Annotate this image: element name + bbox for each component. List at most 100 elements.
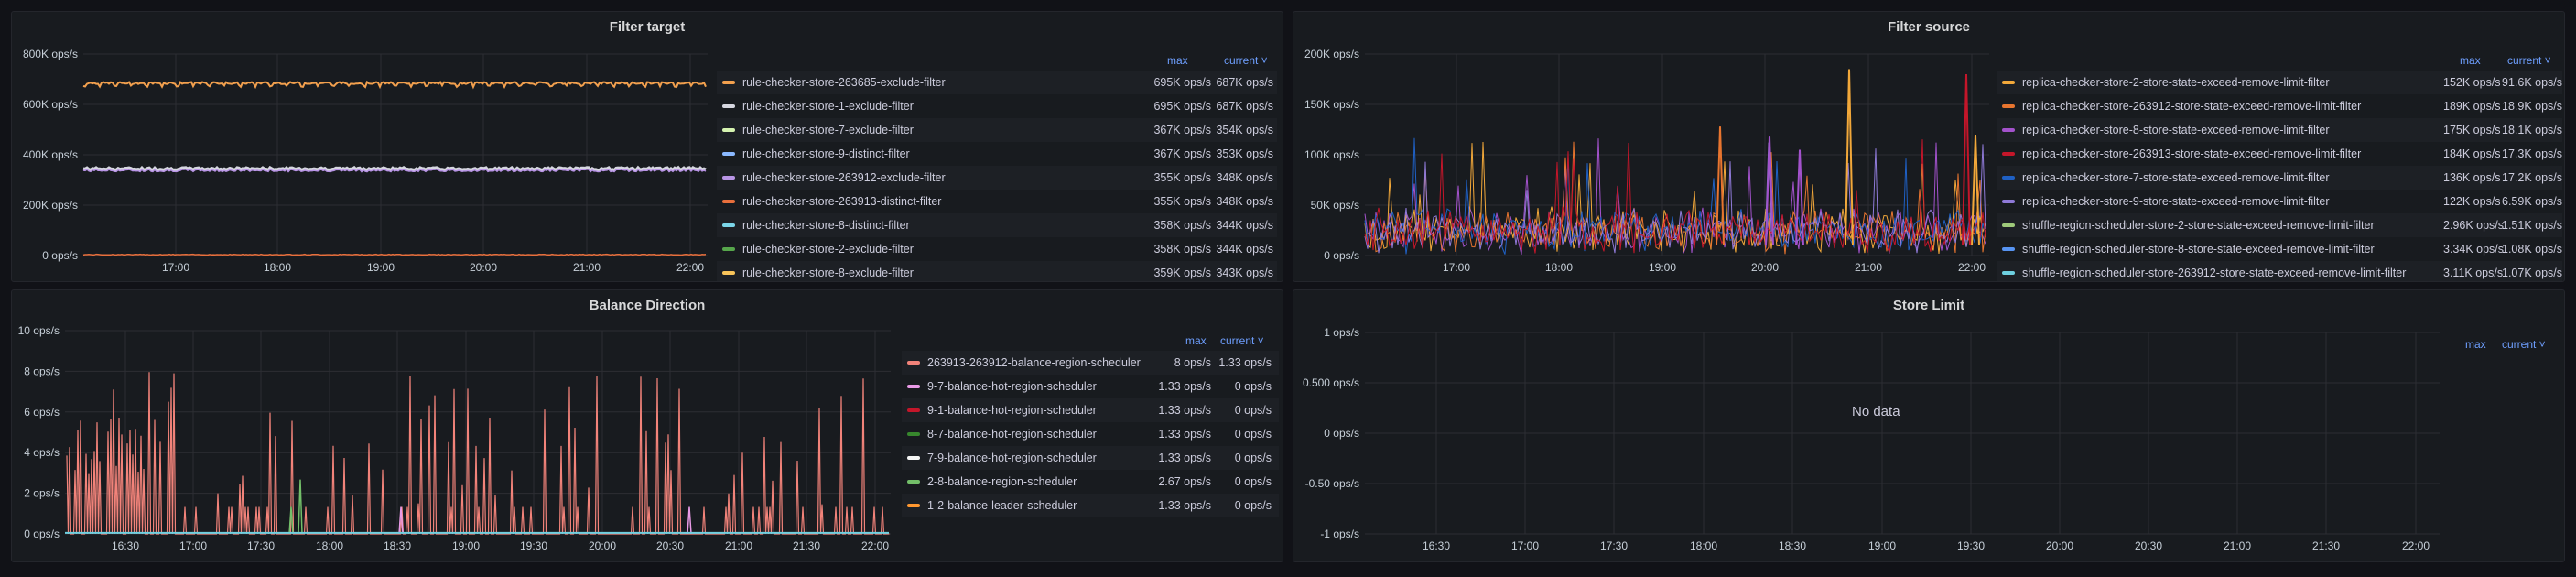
legend-item[interactable]: rule-checker-store-2-exclude-filter 358K … xyxy=(717,237,1277,261)
legend-item[interactable]: rule-checker-store-7-exclude-filter 367K … xyxy=(717,118,1277,142)
legend-item[interactable]: rule-checker-store-263913-distinct-filte… xyxy=(717,190,1277,213)
legend-item-name: replica-checker-store-263912-store-state… xyxy=(2022,100,2362,113)
legend-item[interactable]: rule-checker-store-263685-exclude-filter… xyxy=(717,71,1277,94)
legend-item-name: rule-checker-store-8-distinct-filter xyxy=(742,219,910,232)
legend-swatch xyxy=(722,104,735,108)
legend-item-current: 91.6K ops/s xyxy=(2502,76,2563,89)
legend-item-max: 367K ops/s xyxy=(1153,147,1211,160)
legend-item-name: shuffle-region-scheduler-store-263912-st… xyxy=(2022,267,2407,279)
legend-item[interactable]: replica-checker-store-263912-store-state… xyxy=(1997,94,2562,118)
legend-item[interactable]: replica-checker-store-2-store-state-exce… xyxy=(1997,71,2562,94)
chart-balance-direction[interactable]: 0 ops/s 2 ops/s 4 ops/s 6 ops/s 8 ops/s 10 op… xyxy=(12,290,909,562)
legend-item-current: 1.33 ops/s xyxy=(1218,356,1272,369)
y-tick-label: 50K ops/s xyxy=(1311,199,1359,212)
legend-item-name: replica-checker-store-2-store-state-exce… xyxy=(2022,76,2330,89)
legend-swatch xyxy=(2002,176,2015,180)
legend-max-header[interactable]: max xyxy=(1167,54,1188,67)
x-tick-label: 21:30 xyxy=(2312,539,2340,552)
legend-item-max: 1.33 ops/s xyxy=(1158,380,1211,393)
legend-item[interactable]: rule-checker-store-263912-exclude-filter… xyxy=(717,166,1277,190)
legend-item[interactable]: rule-checker-store-8-exclude-filter 359K … xyxy=(717,261,1277,281)
legend-item[interactable]: 9-7-balance-hot-region-scheduler 1.33 ops… xyxy=(902,375,1279,398)
legend-header: max current ˅ xyxy=(717,50,1277,71)
legend-item-current: 0 ops/s xyxy=(1234,452,1272,464)
y-tick-label: 1 ops/s xyxy=(1324,326,1359,339)
legend-item-max: 695K ops/s xyxy=(1153,100,1211,113)
legend-swatch xyxy=(722,128,735,132)
legend-item-current: 344K ops/s xyxy=(1216,219,1273,232)
legend-current-header[interactable]: current ˅ xyxy=(2502,338,2546,351)
legend-item-max: 136K ops/s xyxy=(2443,171,2501,184)
legend-item[interactable]: replica-checker-store-9-store-state-exce… xyxy=(1997,190,2562,213)
legend-item-current: 0 ops/s xyxy=(1234,499,1272,512)
legend-item[interactable]: rule-checker-store-8-distinct-filter 358K… xyxy=(717,213,1277,237)
legend-current-header[interactable]: current ˅ xyxy=(2507,54,2551,67)
y-tick-label: 0 ops/s xyxy=(42,249,78,262)
legend-item-max: 152K ops/s xyxy=(2443,76,2501,89)
legend-item-current: 0 ops/s xyxy=(1234,380,1272,393)
x-tick-label: 18:30 xyxy=(384,539,411,552)
legend-item[interactable]: shuffle-region-scheduler-store-263912-st… xyxy=(1997,261,2562,281)
legend-item[interactable]: 2-8-balance-region-scheduler 2.67 ops/s 0 … xyxy=(902,470,1279,494)
series-line xyxy=(66,372,890,535)
legend-max-header[interactable]: max xyxy=(1185,334,1207,347)
legend-item[interactable]: rule-checker-store-1-exclude-filter 695K … xyxy=(717,94,1277,118)
x-tick-label: 22:00 xyxy=(1958,261,1986,274)
series-line xyxy=(82,165,707,172)
series-spike xyxy=(1795,149,1804,246)
legend-item-name: 2-8-balance-region-scheduler xyxy=(927,475,1077,488)
chart-filter-target[interactable]: 0 ops/s 200K ops/s 400K ops/s 600K ops/s 800… xyxy=(12,12,717,282)
legend-item-max: 358K ops/s xyxy=(1153,243,1211,256)
legend-item[interactable]: shuffle-region-scheduler-store-8-store-s… xyxy=(1997,237,2562,261)
panel-title[interactable]: Balance Direction xyxy=(589,298,706,313)
legend-item[interactable]: rule-checker-store-9-distinct-filter 367K… xyxy=(717,142,1277,166)
legend-swatch xyxy=(2002,152,2015,156)
chart-filter-source[interactable]: 0 ops/s 50K ops/s 100K ops/s 150K ops/s 200K… xyxy=(1293,12,2013,282)
legend-item[interactable]: 263913-263912-balance-region-scheduler 8 … xyxy=(902,351,1279,375)
legend-item[interactable]: shuffle-region-scheduler-store-2-store-s… xyxy=(1997,213,2562,237)
series-spike xyxy=(1716,126,1725,246)
legend-item[interactable]: replica-checker-store-8-store-state-exce… xyxy=(1997,118,2562,142)
legend-item[interactable]: 7-9-balance-hot-region-scheduler 1.33 ops… xyxy=(902,446,1279,470)
legend-filter-source: max current ˅ replica-checker-store-2-st… xyxy=(1997,50,2562,281)
x-tick-label: 17:30 xyxy=(1600,539,1628,552)
series-spike xyxy=(1765,136,1774,246)
legend-item[interactable]: 8-7-balance-hot-region-scheduler 1.33 ops… xyxy=(902,422,1279,446)
legend-balance-direction: max current ˅ 263913-263912-balance-regi… xyxy=(902,331,1279,517)
legend-item-name: replica-checker-store-8-store-state-exce… xyxy=(2022,124,2330,136)
legend-item[interactable]: replica-checker-store-7-store-state-exce… xyxy=(1997,166,2562,190)
x-tick-label: 18:30 xyxy=(1779,539,1806,552)
panel-title[interactable]: Filter source xyxy=(1887,19,1971,35)
panel-filter-target: Filter target 0 ops/s 200K ops/s 400K ops/… xyxy=(11,11,1283,282)
legend-item-current: 348K ops/s xyxy=(1216,171,1273,184)
legend-item-current: 687K ops/s xyxy=(1216,76,1273,89)
panel-title[interactable]: Filter target xyxy=(609,19,686,35)
chart-store-limit[interactable]: -1 ops/s -0.50 ops/s 0 ops/s 0.500 ops/s 1 o… xyxy=(1293,290,2447,562)
legend-item[interactable]: 9-1-balance-hot-region-scheduler 1.33 ops… xyxy=(902,398,1279,422)
legend-item-name: rule-checker-store-263912-exclude-filter xyxy=(742,171,946,184)
legend-current-header[interactable]: current ˅ xyxy=(1220,334,1264,347)
legend-item-name: shuffle-region-scheduler-store-2-store-s… xyxy=(2022,219,2375,232)
x-tick-label: 16:30 xyxy=(112,539,139,552)
legend-item[interactable]: 1-2-balance-leader-scheduler 1.33 ops/s 0 … xyxy=(902,494,1279,517)
x-tick-label: 22:00 xyxy=(676,261,704,274)
legend-item-current: 1.08K ops/s xyxy=(2502,243,2563,256)
panel-title[interactable]: Store Limit xyxy=(1892,298,1965,313)
legend-current-header[interactable]: current ˅ xyxy=(1224,54,1268,67)
x-tick-label: 20:00 xyxy=(470,261,497,274)
legend-item-max: 175K ops/s xyxy=(2443,124,2501,136)
y-tick-label: 600K ops/s xyxy=(23,98,78,111)
legend-item-name: 263913-263912-balance-region-scheduler xyxy=(927,356,1141,369)
legend-filter-target: max current ˅ rule-checker-store-263685-… xyxy=(717,50,1277,281)
legend-item-max: 367K ops/s xyxy=(1153,124,1211,136)
legend-item-name: replica-checker-store-7-store-state-exce… xyxy=(2022,171,2330,184)
x-tick-label: 19:00 xyxy=(1868,539,1896,552)
legend-max-header[interactable]: max xyxy=(2460,54,2481,67)
x-tick-label: 16:30 xyxy=(1423,539,1450,552)
y-tick-label: 200K ops/s xyxy=(1304,48,1359,60)
legend-item-max: 184K ops/s xyxy=(2443,147,2501,160)
legend-max-header[interactable]: max xyxy=(2465,338,2486,351)
legend-item[interactable]: replica-checker-store-263913-store-state… xyxy=(1997,142,2562,166)
legend-item-max: 1.33 ops/s xyxy=(1158,428,1211,441)
legend-item-name: rule-checker-store-7-exclude-filter xyxy=(742,124,914,136)
